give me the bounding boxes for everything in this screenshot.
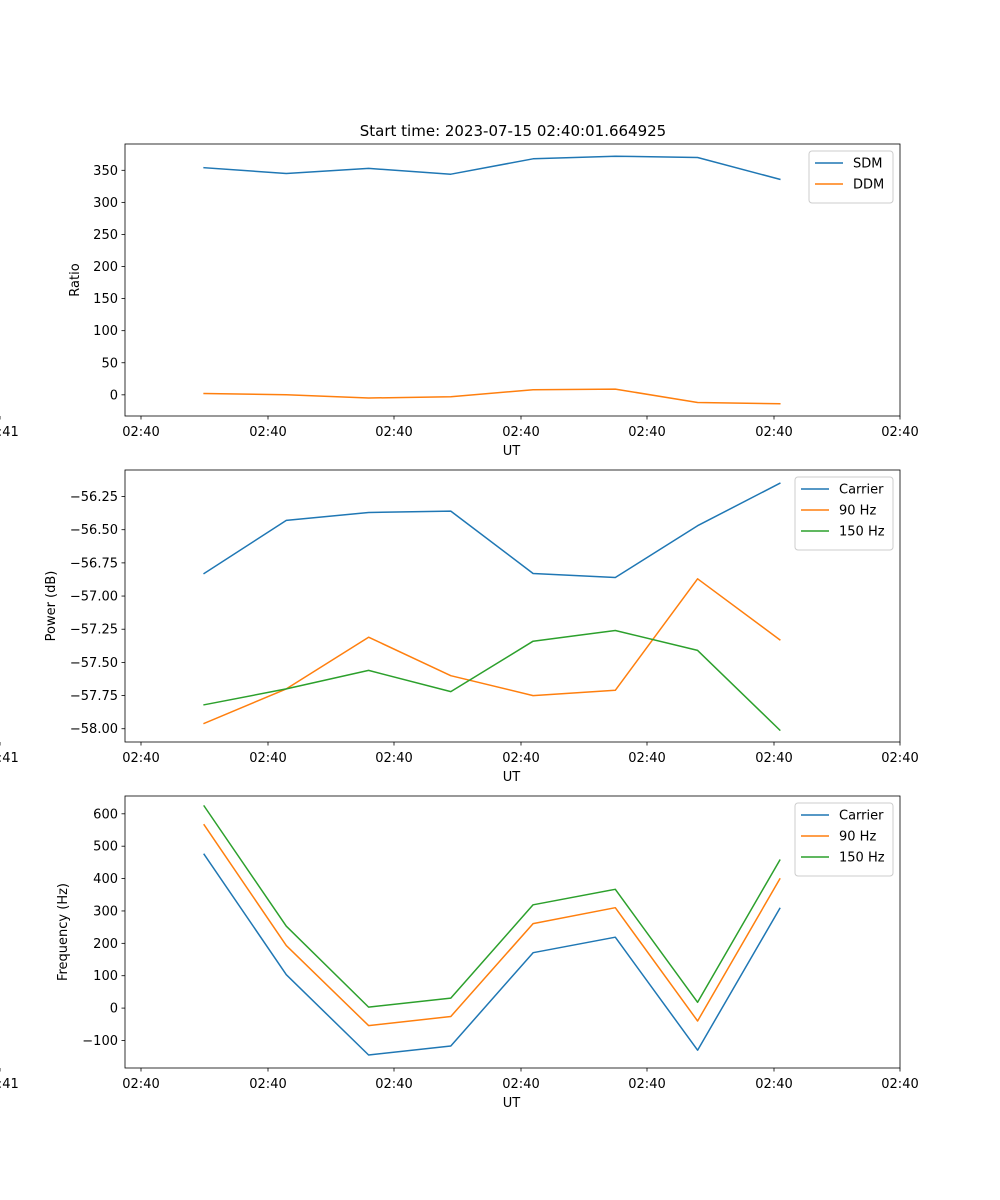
legend-box (808, 150, 894, 204)
figure-title: Start time: 2023-07-15 02:40:01.664925 (360, 122, 666, 140)
y-tick-label: 350 (93, 164, 118, 179)
legend-label: SDM (853, 157, 882, 172)
y-tick-label: −57.50 (70, 656, 118, 671)
series-line-carrier (203, 853, 781, 1056)
series-line-90-hz (203, 823, 781, 1027)
chart-panel-2: 02:40 02:40 02:40 02:40 02:40 02:40 02:40 02:41… (0, 469, 919, 785)
x-tick-label: 02:40 (375, 1077, 412, 1092)
y-tick-label: 100 (93, 969, 118, 984)
x-axis-label: UT (503, 1096, 521, 1111)
x-tick-label: 02:40 (122, 425, 159, 440)
y-tick-label: 400 (93, 872, 118, 887)
legend-label: 90 Hz (839, 504, 876, 519)
y-tick-label: −56.25 (70, 490, 118, 505)
y-tick-label: 150 (93, 292, 118, 307)
x-tick-label: 02:40 (881, 425, 918, 440)
y-tick-label: 0 (110, 1002, 118, 1017)
x-tick-label: 02:40 (755, 751, 792, 766)
y-tick-label: −56.50 (70, 523, 118, 538)
y-tick-label: 200 (93, 260, 118, 275)
x-tick-label: 02:41 (0, 425, 19, 440)
legend-label: DDM (853, 178, 884, 193)
x-tick-label: 02:40 (502, 425, 539, 440)
series-line-150-hz (203, 629, 781, 732)
series-line-sdm (203, 155, 781, 181)
y-axis-label: Power (dB) (44, 571, 59, 642)
series-line-carrier (203, 482, 781, 579)
chart-panel-1: 02:40 02:40 02:40 02:40 02:40 02:40 02:40 02:41… (0, 143, 919, 459)
x-tick-label: 02:40 (755, 1077, 792, 1092)
y-tick-label: −57.75 (70, 689, 118, 704)
x-tick-label: 02:40 (502, 751, 539, 766)
x-tick-label: 02:40 (755, 425, 792, 440)
y-tick-label: 100 (93, 324, 118, 339)
y-tick-label: −57.25 (70, 623, 118, 638)
y-tick-label: −56.75 (70, 556, 118, 571)
y-tick-label: 200 (93, 937, 118, 952)
legend-label: 90 Hz (839, 830, 876, 845)
plot-area-frame (124, 795, 901, 1069)
legend-label: Carrier (839, 483, 884, 498)
x-tick-label: 02:40 (122, 751, 159, 766)
x-axis-label: UT (503, 770, 521, 785)
x-tick-label: 02:40 (122, 1077, 159, 1092)
y-tick-label: 250 (93, 228, 118, 243)
legend-label: 150 Hz (839, 851, 885, 866)
x-tick-label: 02:40 (249, 425, 286, 440)
x-tick-label: 02:40 (249, 1077, 286, 1092)
plot-area-frame (124, 469, 901, 743)
x-tick-label: 02:40 (628, 751, 665, 766)
y-axis-label: Ratio (68, 263, 83, 296)
x-axis-label: UT (503, 444, 521, 459)
y-tick-label: 50 (101, 356, 118, 371)
x-tick-label: 02:40 (881, 751, 918, 766)
y-axis-label: Frequency (Hz) (56, 883, 71, 981)
series-line-150-hz (203, 804, 781, 1008)
y-tick-label: 300 (93, 904, 118, 919)
x-tick-label: 02:40 (375, 425, 412, 440)
series-line-ddm (203, 388, 781, 405)
plot-area-frame (124, 143, 901, 417)
y-tick-label: 500 (93, 840, 118, 855)
y-tick-label: −57.00 (70, 590, 118, 605)
x-tick-label: 02:41 (0, 1077, 19, 1092)
chart-panel-3: 02:40 02:40 02:40 02:40 02:40 02:40 02:40 02:41… (0, 795, 919, 1111)
x-tick-label: 02:40 (628, 425, 665, 440)
x-tick-label: 02:40 (881, 1077, 918, 1092)
legend-label: Carrier (839, 809, 884, 824)
x-tick-label: 02:40 (502, 1077, 539, 1092)
series-line-90-hz (203, 578, 781, 725)
x-tick-label: 02:40 (628, 1077, 665, 1092)
x-tick-label: 02:40 (249, 751, 286, 766)
y-tick-label: 0 (110, 388, 118, 403)
x-tick-label: 02:40 (375, 751, 412, 766)
legend-label: 150 Hz (839, 525, 885, 540)
y-tick-label: 600 (93, 807, 118, 822)
y-tick-label: −100 (82, 1034, 118, 1049)
y-tick-label: −58.00 (70, 722, 118, 737)
x-tick-label: 02:41 (0, 751, 19, 766)
y-tick-label: 300 (93, 196, 118, 211)
